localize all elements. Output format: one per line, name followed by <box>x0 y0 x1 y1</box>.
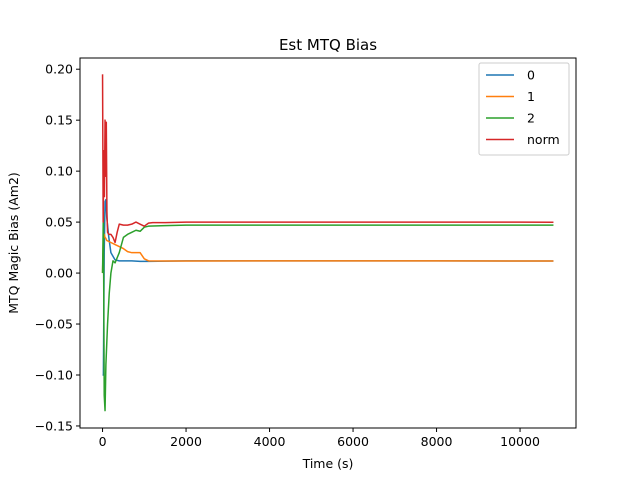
y-tick-label: −0.15 <box>35 418 73 433</box>
y-tick-label: 0.05 <box>45 215 73 230</box>
y-tick-label: 0.00 <box>45 266 73 281</box>
y-axis: −0.15 −0.10 −0.05 0.00 0.05 0.10 0.15 0.20 <box>35 62 80 433</box>
series-line-norm <box>101 74 554 244</box>
y-tick-label: 0.15 <box>45 113 73 128</box>
x-tick-label: 2000 <box>170 434 202 449</box>
series-line-1 <box>101 233 554 274</box>
x-tick-label: 6000 <box>337 434 369 449</box>
legend: 0 1 2 norm <box>478 62 570 156</box>
legend-box <box>478 62 570 156</box>
series-line-2 <box>101 211 554 412</box>
legend-label-0: 0 <box>527 68 535 83</box>
x-axis-title: Time (s) <box>302 456 354 471</box>
x-tick-label: 8000 <box>421 434 453 449</box>
y-axis-title: MTQ Magic Bias (Am2) <box>6 172 21 314</box>
y-tick-label: 0.20 <box>45 62 73 77</box>
y-tick-label: −0.05 <box>35 317 73 332</box>
legend-label-2: 2 <box>527 111 535 126</box>
x-tick-label: 4000 <box>254 434 286 449</box>
x-axis: 0 2000 4000 6000 8000 10000 <box>99 428 540 449</box>
y-tick-label: −0.10 <box>35 367 73 382</box>
plot-frame <box>79 57 577 429</box>
legend-label-norm: norm <box>527 132 560 147</box>
x-tick-label: 10000 <box>500 434 540 449</box>
x-tick-label: 0 <box>99 434 107 449</box>
y-tick-label: 0.10 <box>45 164 73 179</box>
plot-area <box>79 57 577 429</box>
series-layer <box>101 74 554 412</box>
legend-label-1: 1 <box>527 89 535 104</box>
chart-title: Est MTQ Bias <box>279 36 377 54</box>
